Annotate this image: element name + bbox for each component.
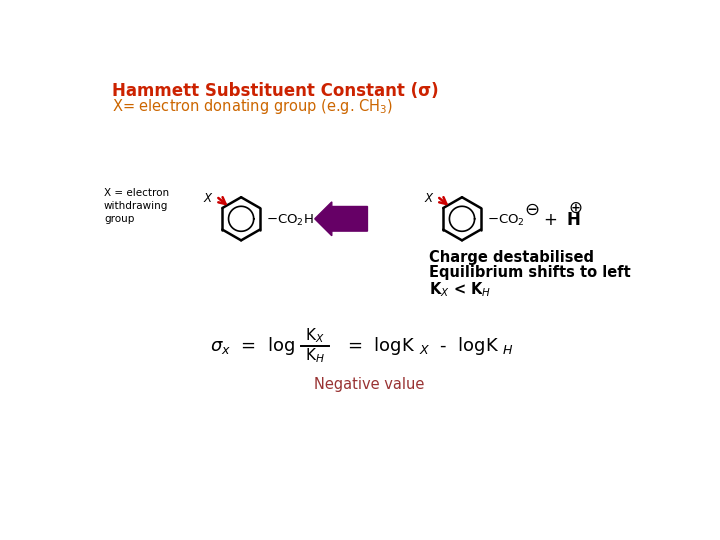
Text: $\sigma_x$  =  log: $\sigma_x$ = log	[210, 335, 295, 357]
Text: =  logK $_{X}$  -  logK $_{H}$: = logK $_{X}$ - logK $_{H}$	[336, 335, 514, 357]
Polygon shape	[315, 202, 367, 236]
Text: Hammett Substituent Constant (σ): Hammett Substituent Constant (σ)	[112, 82, 438, 100]
Text: K$_X$: K$_X$	[305, 327, 325, 345]
Text: ⊕: ⊕	[568, 199, 582, 217]
Text: X: X	[204, 192, 212, 205]
Text: $-$CO$_2$: $-$CO$_2$	[487, 213, 525, 228]
Text: H: H	[567, 211, 580, 230]
Text: X: X	[425, 192, 433, 205]
Text: K$_H$: K$_H$	[305, 347, 325, 365]
Text: Charge destabilised: Charge destabilised	[429, 249, 595, 265]
Text: Negative value: Negative value	[314, 377, 424, 392]
Text: $-$CO$_2$H: $-$CO$_2$H	[266, 213, 314, 228]
Text: Equilibrium shifts to left: Equilibrium shifts to left	[429, 265, 631, 280]
Text: +: +	[544, 211, 557, 230]
Text: X= electron donating group (e.g. CH$_3$): X= electron donating group (e.g. CH$_3$)	[112, 97, 393, 116]
Text: ⊖: ⊖	[524, 200, 539, 219]
Text: K$_X$ < K$_H$: K$_X$ < K$_H$	[429, 280, 492, 299]
Text: X = electron
withdrawing
group: X = electron withdrawing group	[104, 188, 169, 225]
